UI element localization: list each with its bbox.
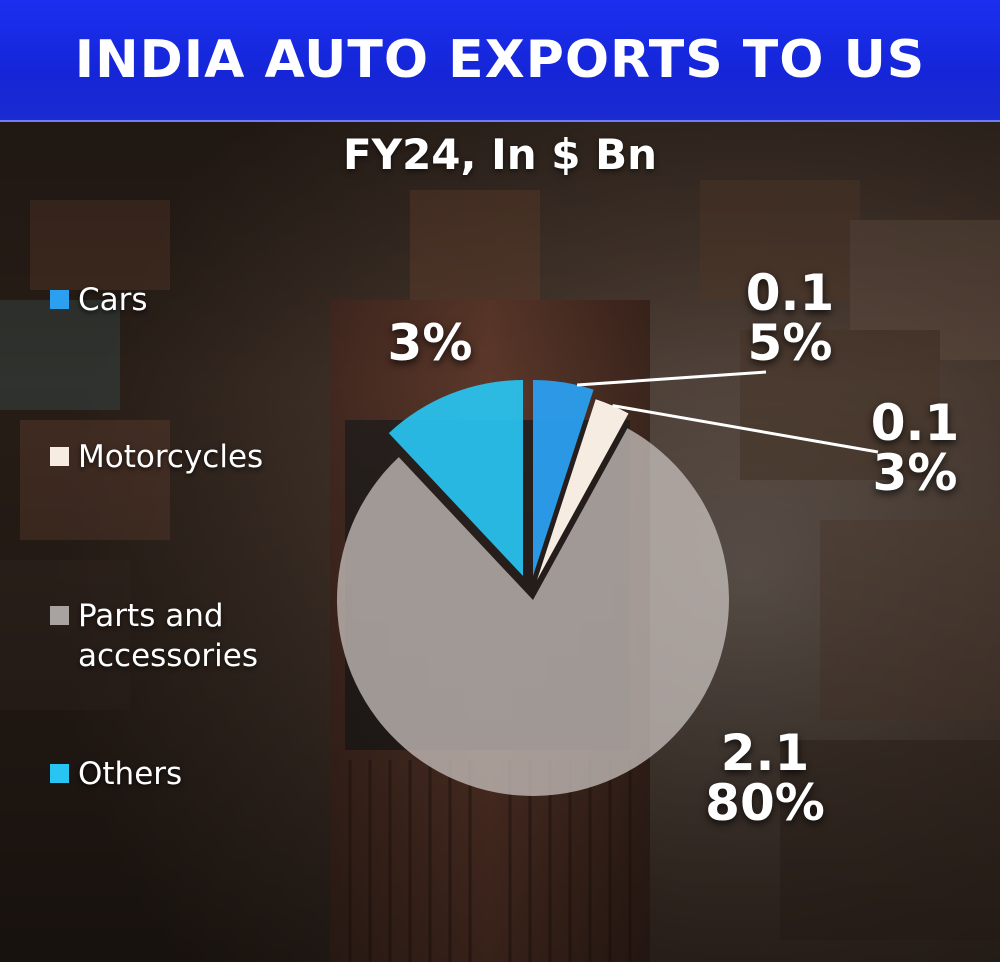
data-label-others: 3% (380, 318, 480, 368)
data-label-motorcycles: 0.1 3% (860, 398, 970, 498)
legend-swatch-parts (50, 606, 69, 625)
pie-slice-parts-and-accessories (336, 428, 729, 796)
leader-line-motorcycles (612, 404, 879, 454)
data-label-cars: 0.1 5% (740, 268, 840, 368)
data-label-parts-percent: 80% (705, 774, 825, 832)
legend-label-parts: Parts and accessories (78, 598, 259, 674)
chart-title: INDIA AUTO EXPORTS TO US (74, 30, 926, 90)
data-label-motorcycles-value: 0.1 (870, 394, 960, 452)
legend-item-parts: Parts and accessories (50, 596, 308, 676)
pie-slice-motorcycles (537, 399, 629, 580)
chart-subtitle: FY24, In $ Bn (342, 130, 658, 179)
data-label-parts: 2.1 80% (690, 728, 840, 828)
legend-label-motorcycles: Motorcycles (78, 439, 264, 475)
legend-swatch-motorcycles (50, 447, 69, 466)
legend-swatch-others (50, 764, 69, 783)
data-label-cars-percent: 5% (747, 314, 833, 372)
pie-slice-others (388, 380, 523, 576)
data-label-parts-value: 2.1 (720, 724, 810, 782)
legend-swatch-cars (50, 290, 69, 309)
legend-label-cars: Cars (78, 282, 148, 318)
title-banner: INDIA AUTO EXPORTS TO US (0, 0, 1000, 122)
legend-item-others: Others (50, 754, 308, 794)
data-label-others-percent: 3% (387, 314, 473, 372)
data-label-motorcycles-percent: 3% (872, 444, 958, 502)
chart-legend: Cars Motorcycles Parts and accessories O… (50, 270, 350, 830)
pie-slice-cars (533, 380, 594, 576)
legend-label-others: Others (78, 756, 183, 792)
legend-item-motorcycles: Motorcycles (50, 437, 308, 477)
leader-line-cars (576, 370, 767, 387)
data-label-cars-value: 0.1 (745, 264, 835, 322)
legend-item-cars: Cars (50, 280, 308, 320)
